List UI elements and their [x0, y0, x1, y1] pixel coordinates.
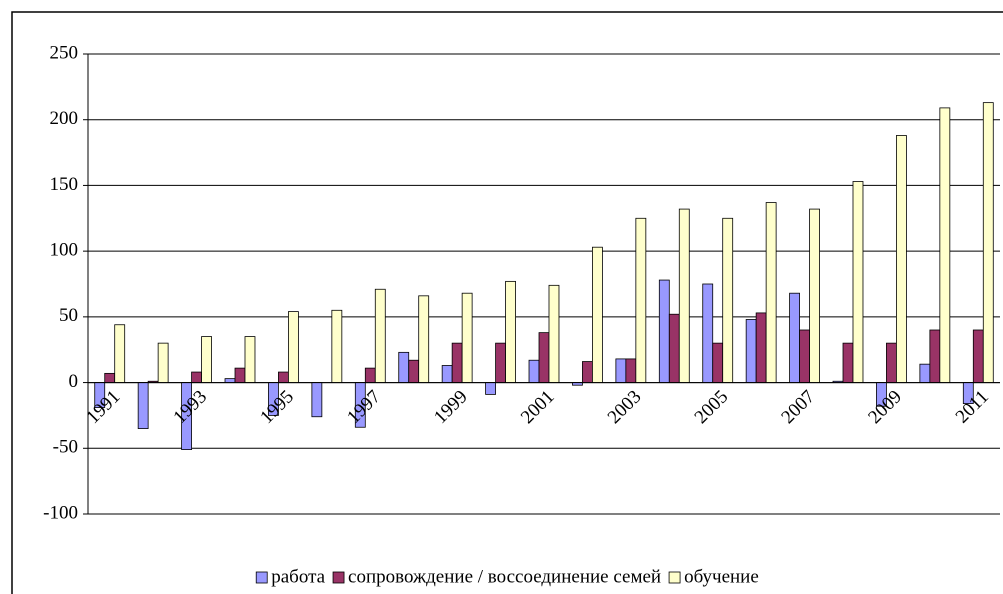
y-tick-label: 250: [50, 42, 79, 63]
legend-swatch: [668, 571, 681, 584]
bar: [658, 279, 670, 383]
bar: [461, 292, 473, 383]
bar: [896, 135, 907, 383]
bar: [929, 329, 941, 383]
x-tick-label: 1997: [343, 386, 385, 428]
bar: [919, 363, 931, 383]
x-tick-label: 2003: [604, 386, 646, 428]
x-tick-label: 1995: [256, 386, 298, 428]
bar: [201, 336, 212, 383]
bar: [789, 292, 800, 383]
bar: [485, 382, 496, 395]
bar: [765, 202, 777, 383]
bar: [852, 181, 864, 383]
y-tick-label: 200: [50, 108, 79, 129]
y-tick-label: 0: [69, 371, 79, 392]
legend: работа сопровождение / воссоединение семе…: [255, 566, 759, 587]
bar: [191, 371, 202, 383]
bar: [538, 332, 550, 383]
x-tick-label: 2011: [952, 386, 993, 427]
bar: [886, 342, 897, 383]
x-tick-label: 2007: [777, 386, 819, 428]
bar: [635, 217, 647, 383]
bar: [157, 342, 169, 383]
bar: [842, 342, 854, 383]
x-tick-label: 2009: [864, 386, 906, 428]
y-tick-label: -100: [43, 502, 78, 523]
x-tick-label: 1993: [169, 386, 211, 428]
bar: [712, 342, 724, 383]
x-tick-label: 1999: [430, 386, 472, 428]
bar: [288, 311, 299, 383]
bar: [331, 309, 343, 383]
legend-swatch: [255, 571, 268, 584]
bar: [104, 372, 116, 383]
y-tick-label: 150: [50, 174, 79, 195]
x-tick-label: 2005: [691, 386, 733, 428]
bar: [114, 324, 126, 383]
bar: [418, 295, 430, 383]
bar: [982, 102, 994, 383]
bar: [615, 358, 627, 383]
bar: [137, 382, 149, 429]
y-tick-label: 50: [59, 305, 78, 326]
bar: [809, 208, 820, 383]
bar: [244, 336, 256, 383]
bar: [592, 246, 603, 383]
bar: [224, 378, 236, 383]
bar: [625, 358, 637, 383]
bar: [745, 319, 757, 383]
x-tick-label: 1991: [83, 386, 125, 428]
legend-swatch: [332, 571, 345, 584]
legend-label: работа: [271, 566, 325, 587]
y-tick-label: -50: [53, 437, 78, 458]
x-tick-label: 2001: [517, 386, 559, 428]
bar: [234, 367, 246, 383]
bar: [939, 107, 951, 383]
bar: [799, 329, 810, 383]
bar: [528, 359, 540, 383]
bar: [668, 313, 680, 383]
bar: [702, 283, 714, 383]
bar: [451, 342, 463, 383]
chart-border: [11, 11, 1003, 594]
bar: [505, 280, 516, 383]
bar: [364, 367, 376, 383]
legend-label: сопровождение / воссоединение семей: [348, 566, 661, 587]
bar: [408, 359, 420, 383]
bar: [582, 361, 593, 383]
bar: [374, 288, 386, 383]
legend-label: обучение: [684, 566, 759, 587]
bar: [441, 365, 453, 383]
bar: [311, 382, 323, 418]
bar: [398, 351, 410, 383]
bar: [755, 312, 767, 383]
bar: [722, 217, 734, 383]
bar: [495, 342, 506, 383]
bar: [548, 284, 560, 383]
bar: [678, 208, 690, 383]
y-tick-label: 100: [50, 240, 79, 261]
bar: [972, 329, 984, 383]
bar: [278, 371, 289, 383]
